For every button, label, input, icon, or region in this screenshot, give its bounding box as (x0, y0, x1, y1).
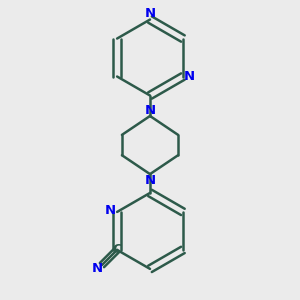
Text: N: N (144, 103, 156, 116)
Text: N: N (105, 204, 116, 217)
Text: N: N (184, 70, 195, 83)
Text: N: N (92, 262, 103, 275)
Text: C: C (112, 243, 122, 256)
Text: N: N (144, 7, 156, 20)
Text: N: N (144, 174, 156, 187)
